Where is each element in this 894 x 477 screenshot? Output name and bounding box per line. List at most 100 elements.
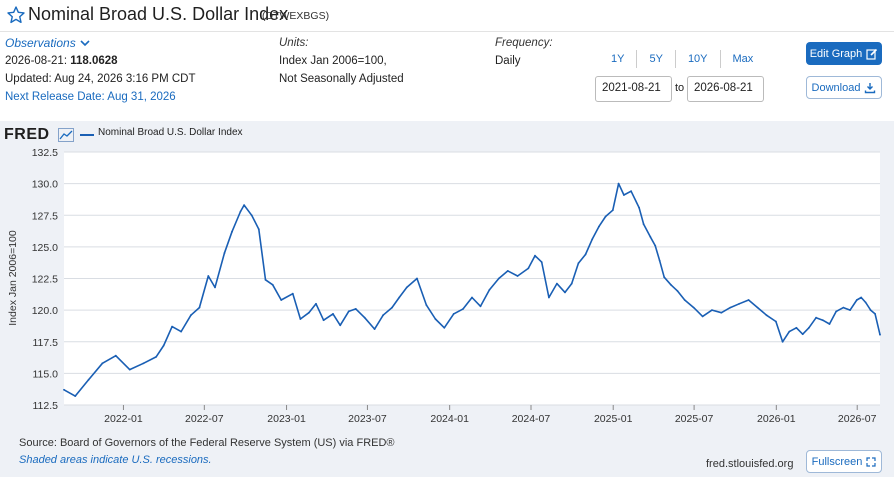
data-point xyxy=(257,228,260,231)
star-icon[interactable] xyxy=(6,5,26,25)
data-point xyxy=(756,306,759,309)
units-line1: Index Jan 2006=100, xyxy=(279,55,387,67)
data-point xyxy=(584,253,587,256)
data-point xyxy=(879,333,881,336)
data-point xyxy=(322,319,325,322)
edit-graph-label: Edit Graph xyxy=(809,47,863,60)
data-point xyxy=(416,277,418,280)
y-tick-label: 132.5 xyxy=(32,147,58,159)
data-point xyxy=(676,290,679,292)
x-tick-label: 2025-01 xyxy=(594,413,633,425)
edit-icon xyxy=(866,48,878,60)
data-point xyxy=(162,344,165,347)
data-point xyxy=(363,316,366,319)
y-tick-label: 117.5 xyxy=(33,337,59,349)
data-point xyxy=(190,314,192,317)
observations-label: Observations xyxy=(5,36,76,50)
range-1y-button[interactable]: 1Y xyxy=(611,53,625,65)
data-point xyxy=(654,244,657,247)
data-point xyxy=(128,368,131,371)
data-point xyxy=(462,308,464,310)
data-point xyxy=(591,238,594,241)
edit-graph-button[interactable]: Edit Graph xyxy=(806,42,882,65)
data-point xyxy=(171,325,174,328)
line-chart[interactable]: 112.5 115.0 117.5 120.0 122.5 125.0 127.5 130.0… xyxy=(0,121,894,431)
data-point xyxy=(701,315,704,318)
chevron-down-icon xyxy=(80,40,90,47)
title-bar: Nominal Broad U.S. Dollar Index (DTWEXBG… xyxy=(0,0,894,32)
data-point xyxy=(860,296,863,299)
recession-note-link[interactable]: Shaded areas indicate U.S. recessions. xyxy=(19,454,212,466)
data-point xyxy=(623,194,625,196)
y-tick-label: 115.0 xyxy=(33,368,59,380)
data-point xyxy=(243,204,246,206)
y-tick-label: 125.0 xyxy=(32,242,58,254)
data-point xyxy=(405,286,408,289)
observations-section: Observations 2026-08-21: 118.0628 Update… xyxy=(5,34,275,118)
date-from-input[interactable]: 2021-08-21 xyxy=(595,76,672,102)
data-point xyxy=(63,388,65,391)
data-point xyxy=(638,206,640,209)
range-10y-button[interactable]: 10Y xyxy=(674,50,720,68)
data-point xyxy=(663,276,666,279)
data-point xyxy=(87,378,90,381)
x-tick-label: 2023-01 xyxy=(267,413,306,425)
data-point xyxy=(280,299,283,301)
data-point xyxy=(299,318,302,320)
data-point xyxy=(471,296,473,299)
next-release-link[interactable]: Next Release Date: Aug 31, 2026 xyxy=(5,91,176,103)
data-point xyxy=(548,296,550,299)
data-point xyxy=(291,292,294,295)
x-tick-label: 2026-07 xyxy=(838,413,877,425)
download-button[interactable]: Download xyxy=(806,76,882,99)
range-max-button[interactable]: Max xyxy=(719,50,766,68)
data-point xyxy=(198,306,201,309)
fullscreen-button[interactable]: Fullscreen xyxy=(806,450,882,473)
range-5y-button[interactable]: 5Y xyxy=(636,50,674,68)
data-point xyxy=(214,286,216,289)
data-point xyxy=(155,356,158,358)
data-point xyxy=(223,252,226,255)
data-point xyxy=(398,296,401,299)
data-point xyxy=(649,235,652,238)
data-point xyxy=(308,311,310,314)
data-point xyxy=(540,261,543,263)
units-label: Units: xyxy=(279,37,309,49)
data-point xyxy=(239,210,242,213)
x-tick-label: 2024-07 xyxy=(512,413,551,425)
observations-toggle[interactable]: Observations xyxy=(5,34,275,52)
series-title: Nominal Broad U.S. Dollar Index xyxy=(28,4,289,24)
data-point xyxy=(231,230,233,233)
fred-logo[interactable]: FRED xyxy=(4,126,50,143)
data-point xyxy=(250,214,253,217)
data-point xyxy=(617,182,620,185)
updated-text: Updated: Aug 24, 2026 3:16 PM CDT xyxy=(5,73,196,85)
data-point xyxy=(271,283,274,286)
data-point xyxy=(264,278,267,281)
data-point xyxy=(781,340,784,343)
frequency-value: Daily xyxy=(495,55,521,67)
data-point xyxy=(670,283,672,286)
data-point xyxy=(332,313,334,315)
y-tick-label: 122.5 xyxy=(32,274,58,286)
data-point xyxy=(488,289,491,291)
data-point xyxy=(815,316,817,319)
observation-date: 2026-08-21: xyxy=(5,55,68,67)
data-point xyxy=(74,395,77,397)
data-point xyxy=(835,310,838,313)
data-point xyxy=(373,328,376,330)
data-point xyxy=(642,223,645,225)
units-section: Units: Index Jan 2006=100, Not Seasonall… xyxy=(279,34,479,118)
data-point xyxy=(506,270,509,272)
x-tick-label: 2022-07 xyxy=(185,413,224,425)
data-point xyxy=(738,302,741,305)
data-point xyxy=(747,299,750,301)
data-point xyxy=(114,354,117,357)
data-point xyxy=(425,304,428,306)
x-tick-label: 2026-01 xyxy=(757,413,796,425)
fred-site-link[interactable]: fred.stlouisfed.org xyxy=(706,458,794,470)
date-to-input[interactable]: 2026-08-21 xyxy=(687,76,764,102)
data-point xyxy=(683,299,686,301)
y-tick-label: 127.5 xyxy=(32,210,58,222)
data-point xyxy=(354,308,357,310)
